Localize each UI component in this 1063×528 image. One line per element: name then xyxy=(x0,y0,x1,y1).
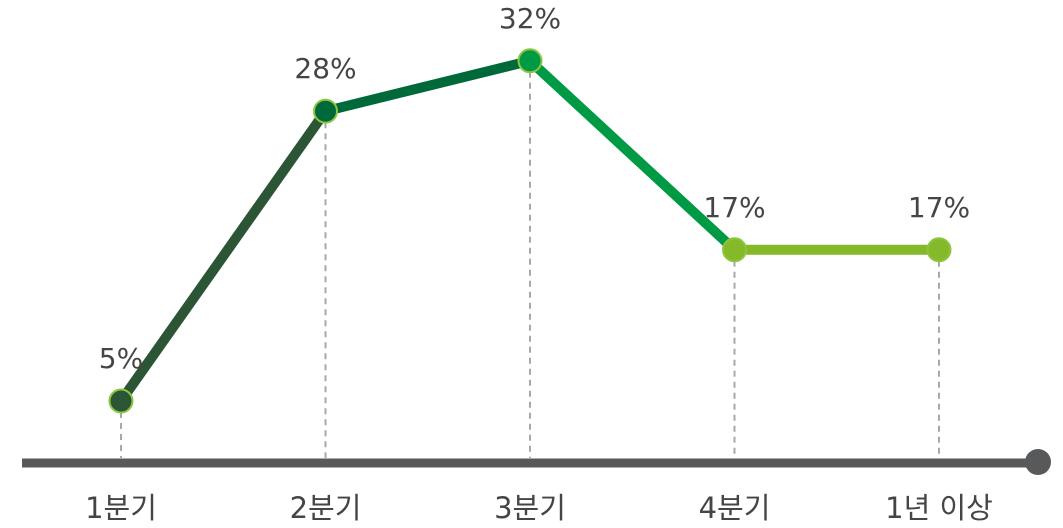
value-label: 28% xyxy=(294,52,356,85)
x-tick-label: 1분기 xyxy=(85,491,157,525)
value-label: 17% xyxy=(908,191,970,224)
point xyxy=(108,388,134,414)
x-tick-label: 3분기 xyxy=(494,491,566,525)
line-segment xyxy=(116,106,331,406)
value-label: 17% xyxy=(703,191,765,224)
x-tick-label: 1년 이상 xyxy=(885,491,993,525)
point xyxy=(722,237,747,263)
x-tick-label: 2분기 xyxy=(290,491,362,525)
line-segment xyxy=(525,55,740,255)
line-segment xyxy=(320,55,535,117)
value-label: 32% xyxy=(499,2,561,35)
value-label: 5% xyxy=(99,342,143,375)
point xyxy=(517,48,543,74)
point xyxy=(313,98,338,124)
point xyxy=(926,237,952,263)
x-tick-label: 4분기 xyxy=(699,491,771,525)
axis-end xyxy=(1025,449,1051,475)
